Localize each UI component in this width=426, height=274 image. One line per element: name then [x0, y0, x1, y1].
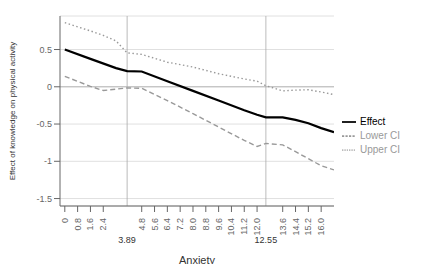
svg-text:2.4: 2.4 — [98, 218, 108, 231]
svg-text:-1.5: -1.5 — [36, 194, 52, 204]
svg-text:12.55: 12.55 — [254, 235, 278, 245]
svg-text:11.2: 11.2 — [239, 218, 249, 235]
svg-text:6.4: 6.4 — [162, 218, 172, 231]
svg-text:5.6: 5.6 — [150, 218, 160, 231]
svg-text:Effect of knowledge on physica: Effect of knowledge on physical activity — [8, 42, 17, 181]
svg-text:0.5: 0.5 — [39, 45, 52, 55]
svg-text:9.6: 9.6 — [214, 218, 224, 231]
svg-text:3.89: 3.89 — [118, 235, 136, 245]
svg-text:4.8: 4.8 — [137, 218, 147, 231]
svg-text:-0.5: -0.5 — [36, 119, 52, 129]
svg-text:7.2: 7.2 — [175, 218, 185, 231]
svg-text:13.6: 13.6 — [278, 218, 288, 236]
svg-text:14.4: 14.4 — [291, 218, 301, 236]
svg-text:0: 0 — [47, 82, 52, 92]
svg-text:8.8: 8.8 — [201, 218, 211, 231]
svg-text:10.4: 10.4 — [226, 218, 236, 236]
svg-text:15.2: 15.2 — [303, 218, 313, 236]
html-text:Upper CI: Upper CI — [360, 143, 400, 155]
svg-text:Anxiety: Anxiety — [179, 254, 216, 264]
svg-text:0: 0 — [60, 218, 70, 223]
svg-text:12.0: 12.0 — [252, 218, 262, 236]
svg-text:16.0: 16.0 — [316, 218, 326, 236]
svg-text:1.6: 1.6 — [85, 218, 95, 231]
svg-text:-1: -1 — [44, 156, 52, 166]
svg-text:0.8: 0.8 — [73, 218, 83, 231]
html-text:Lower CI: Lower CI — [360, 129, 400, 141]
html-text:Effect: Effect — [360, 115, 386, 127]
svg-text:8.0: 8.0 — [188, 218, 198, 231]
